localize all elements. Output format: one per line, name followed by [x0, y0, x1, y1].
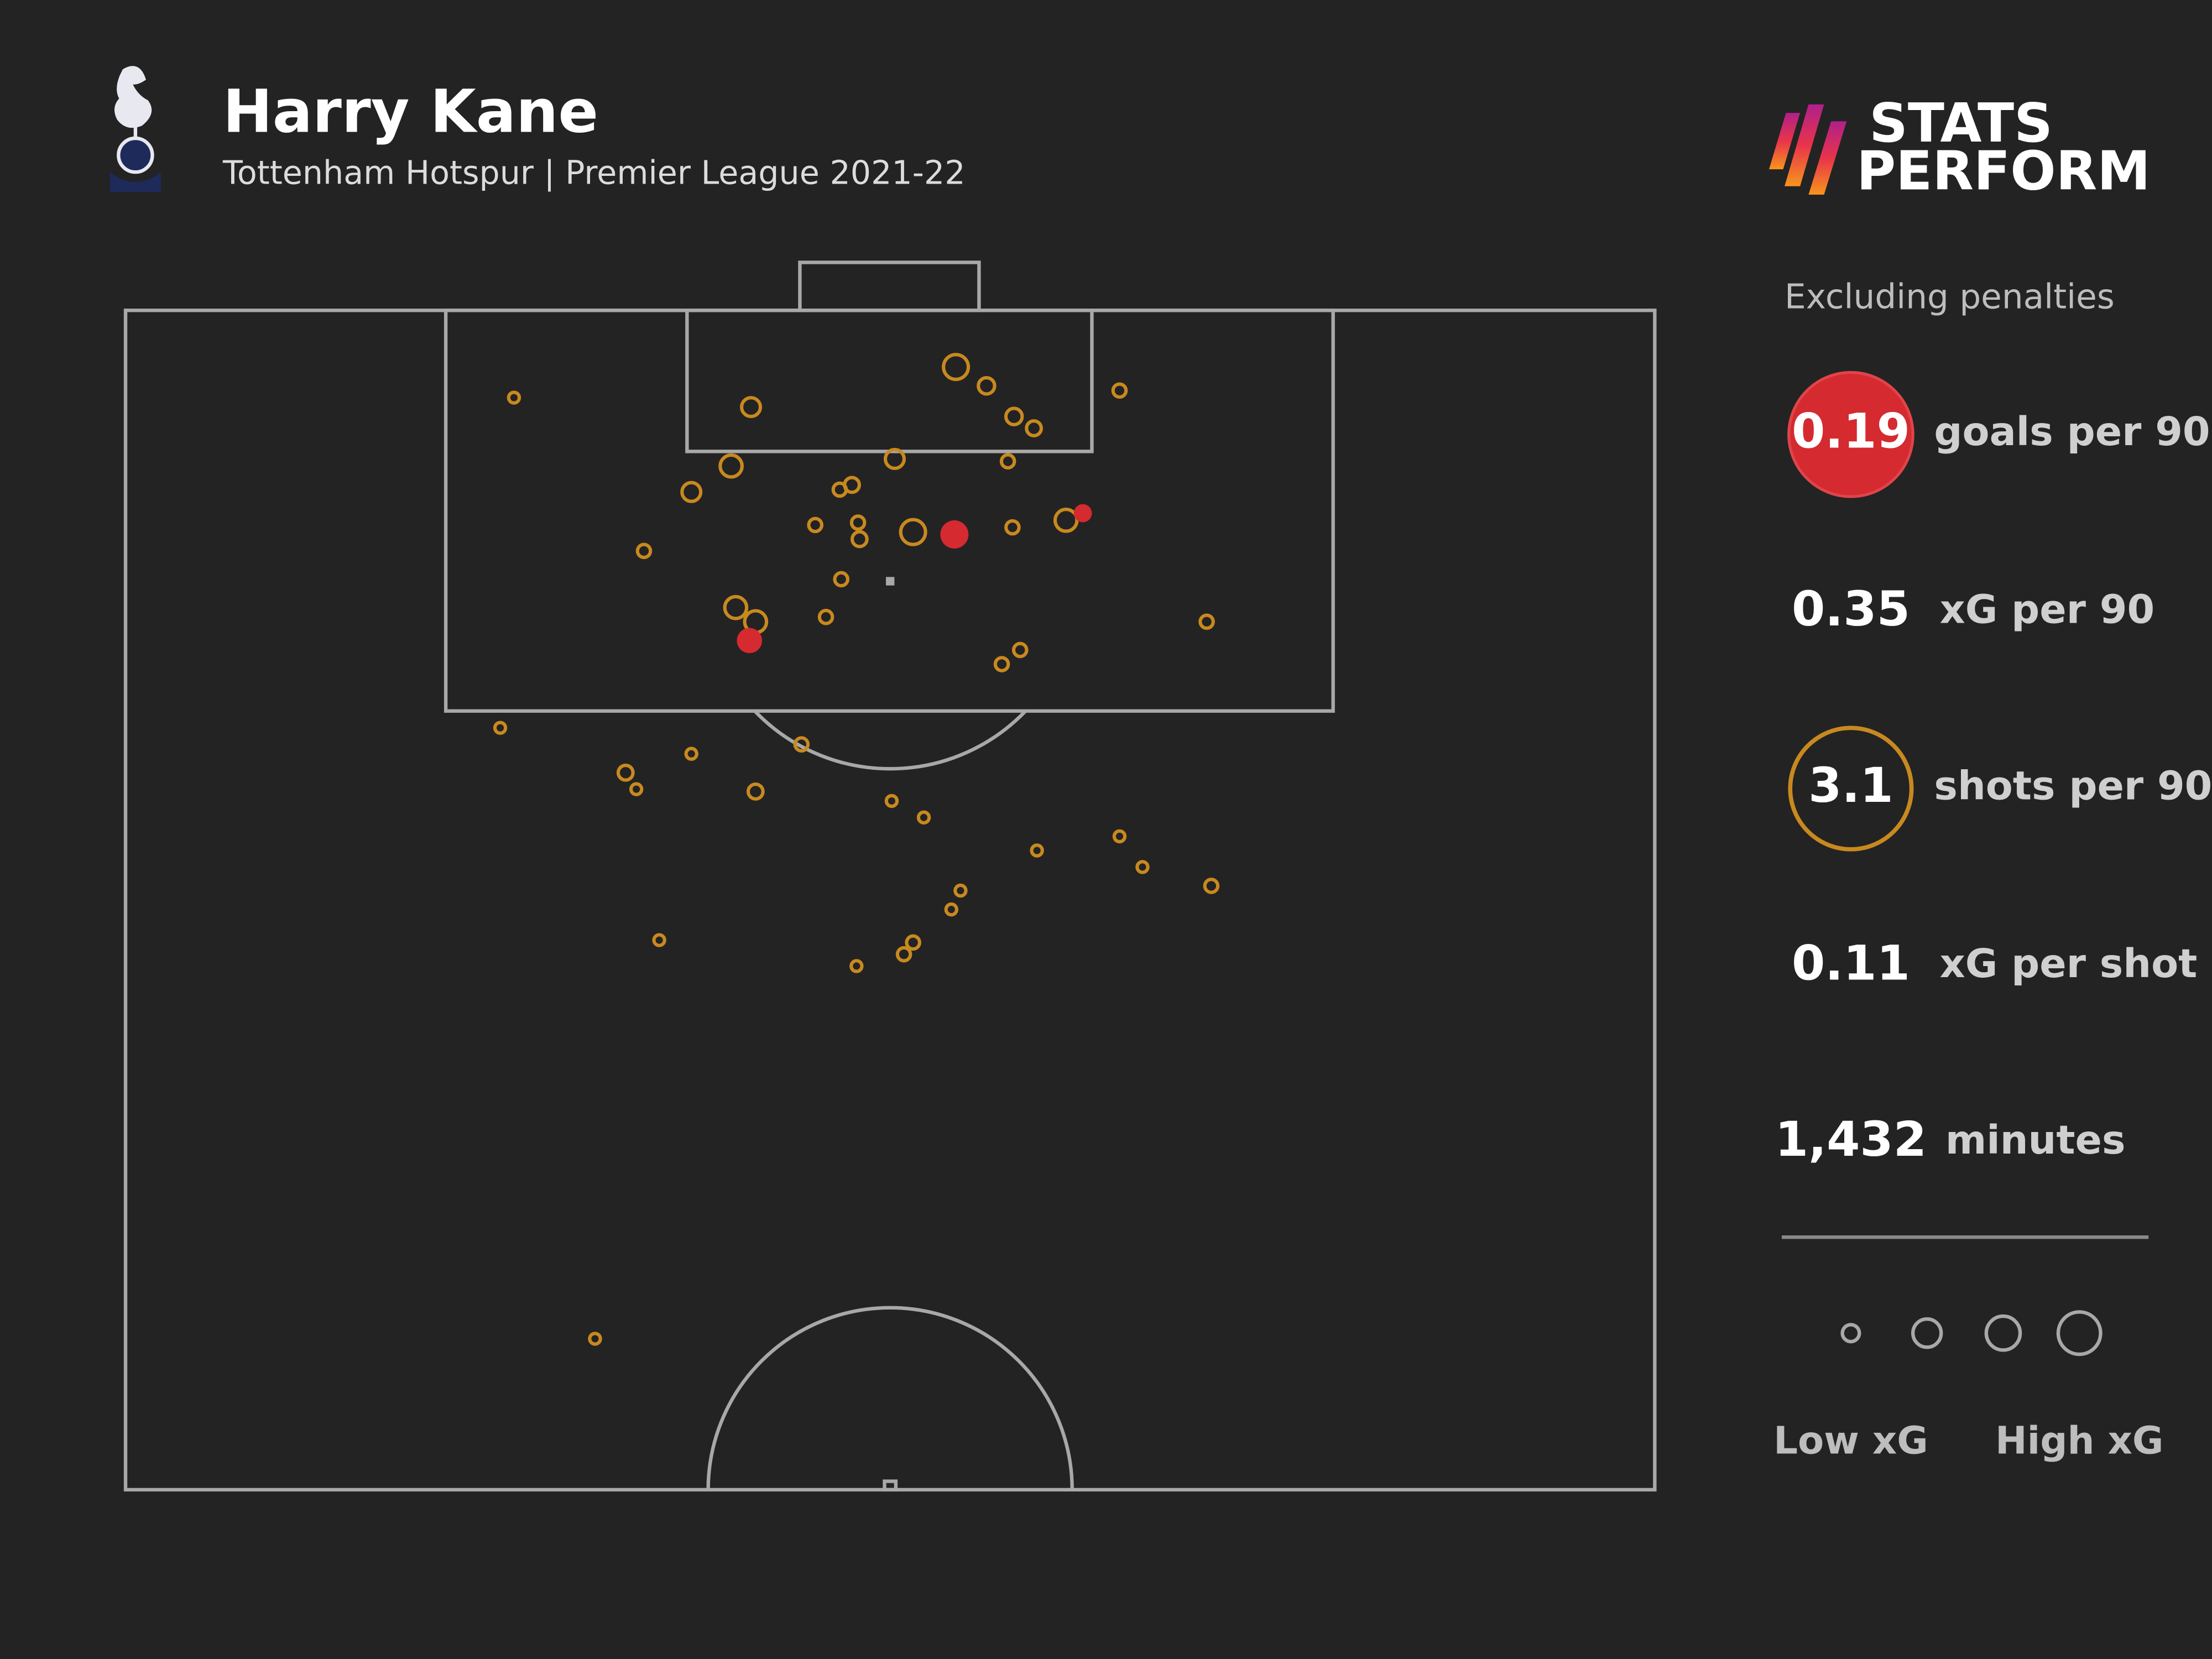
brand-name: STATS: [1869, 92, 2053, 154]
shot: [1135, 860, 1150, 874]
shot: [1198, 613, 1215, 630]
shot: [1112, 829, 1127, 844]
stat-value: 3.1: [1808, 758, 1893, 813]
shot: [1053, 508, 1079, 533]
shot: [684, 747, 698, 761]
shot: [629, 782, 644, 796]
stat-value: 0.11: [1792, 935, 1910, 991]
shot: [883, 447, 906, 470]
shot: [1004, 519, 1021, 536]
shot: [740, 396, 763, 419]
goal-shot: [1073, 504, 1092, 523]
pitch: [123, 260, 1657, 1492]
shot: [718, 453, 744, 479]
legend-circle: [1840, 1323, 1861, 1344]
club-crest: [109, 66, 161, 192]
shot: [588, 1332, 602, 1346]
shot: [1011, 641, 1029, 659]
shot: [680, 481, 703, 503]
shot: [723, 594, 749, 620]
goal: [798, 260, 981, 312]
stat-badge: [1788, 726, 1914, 852]
centre-circle: [706, 1306, 1074, 1490]
shot: [944, 902, 959, 917]
shot: [849, 959, 864, 973]
shot: [977, 375, 997, 396]
shot: [817, 608, 834, 625]
legend-circle: [1984, 1314, 2022, 1352]
shot: [616, 763, 635, 782]
note: Excluding penalties: [1785, 277, 2115, 316]
brand-name: PERFORM: [1856, 140, 2151, 202]
stat-label: goals per 90: [1934, 409, 2210, 455]
stat-label: xG per shot: [1940, 941, 2198, 987]
legend-circle: [1911, 1317, 1943, 1349]
goal-shot: [940, 520, 969, 549]
shot: [999, 453, 1016, 469]
shot: [993, 656, 1010, 672]
shot: [895, 946, 912, 963]
stat-label: minutes: [1945, 1117, 2126, 1163]
legend-label: High xG: [1995, 1419, 2163, 1463]
centre-spot: [883, 1479, 898, 1492]
shot: [1111, 382, 1128, 399]
stat-value: 0.19: [1792, 404, 1910, 460]
legend-circle: [2056, 1310, 2103, 1357]
shot: [1203, 878, 1220, 894]
shot: [850, 530, 869, 549]
shot: [1025, 419, 1044, 437]
size-legend: [1840, 1310, 2103, 1357]
penalty-arc: [753, 709, 1027, 771]
shot: [942, 353, 971, 382]
shot: [1004, 406, 1024, 426]
subtitle: Tottenham Hotspur | Premier League 2021-…: [222, 154, 965, 191]
stat-badge: [1787, 371, 1914, 498]
shot: [833, 571, 850, 588]
stat-value: 1,432: [1775, 1112, 1927, 1167]
shot: [493, 721, 508, 735]
stat-label: shots per 90: [1934, 763, 2212, 809]
shot: [849, 514, 867, 531]
shots: [493, 353, 1220, 1346]
penalty-spot: [886, 577, 895, 586]
shot: [1030, 843, 1044, 858]
shot: [899, 518, 927, 546]
shot: [807, 517, 823, 534]
brand-mark: [1768, 104, 1847, 195]
shot: [953, 883, 968, 898]
shot: [746, 782, 765, 801]
legend-label: Low xG: [1773, 1419, 1928, 1463]
goal-shot: [737, 628, 763, 654]
title: Harry Kane: [223, 77, 598, 146]
shot: [916, 810, 931, 825]
shot: [793, 736, 810, 753]
shot: [905, 934, 921, 951]
shot: [635, 542, 653, 560]
stat-label: xG per 90: [1940, 587, 2155, 633]
stats: 0.19 goals per 90 0.35 xG per 90 3.1 shots pe…: [1775, 371, 2212, 1167]
shot: [831, 481, 848, 498]
shot: [652, 933, 666, 947]
shot: [884, 794, 899, 808]
stat-value: 0.35: [1792, 581, 1910, 637]
shot: [507, 390, 521, 405]
